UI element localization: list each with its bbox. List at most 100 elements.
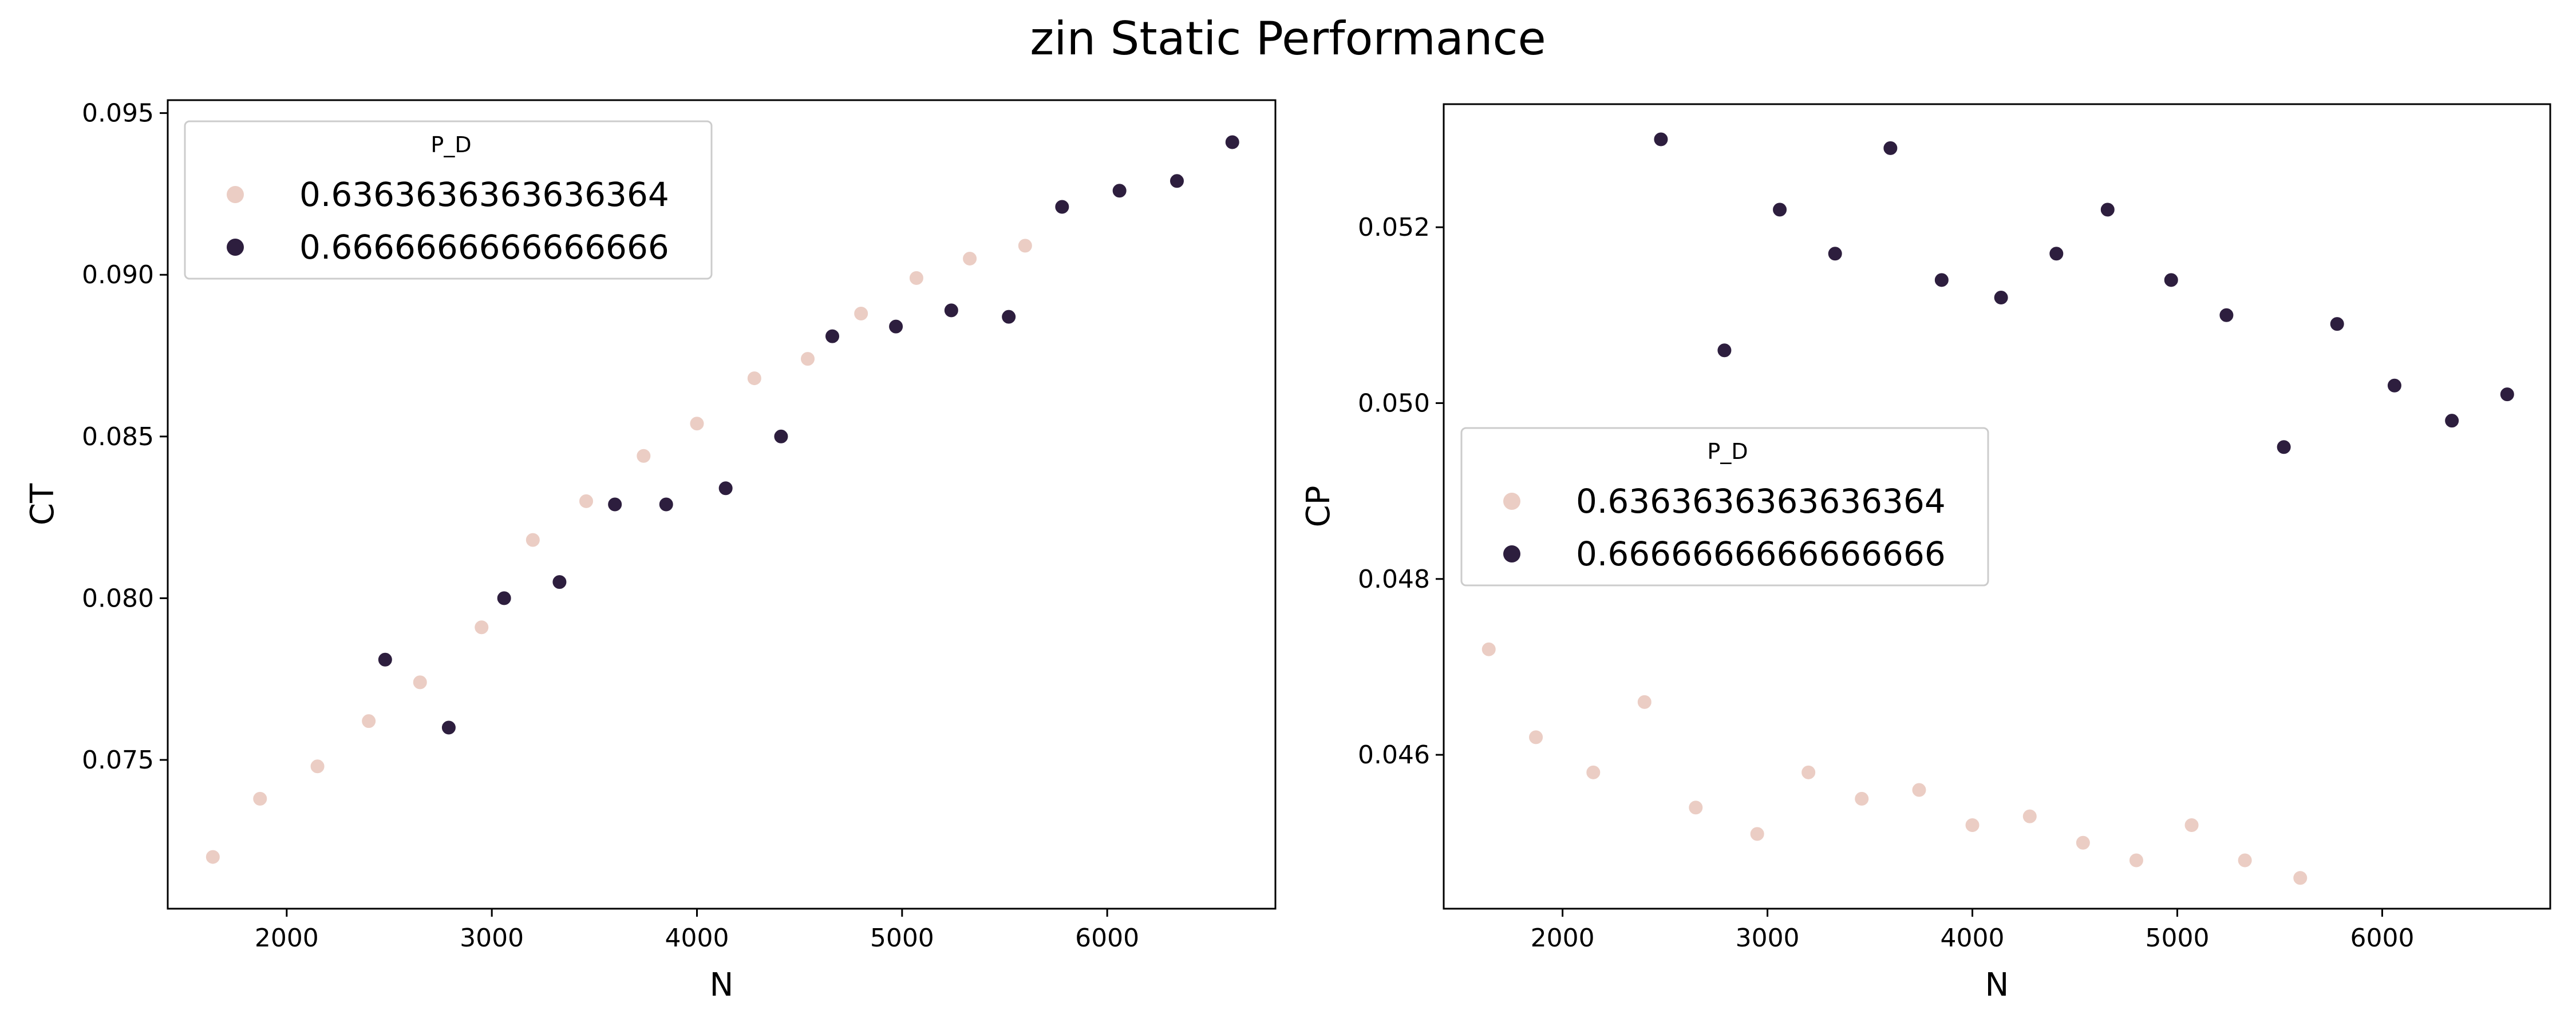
ct-y-axis-label: CT — [24, 483, 61, 525]
cp-y-tick-label: 0.052 — [1358, 213, 1430, 242]
cp-point-series-1 — [2386, 377, 2403, 394]
ct-point-series-1 — [607, 496, 623, 513]
ct-y-tick-label: 0.090 — [82, 260, 154, 290]
ct-point-series-1 — [888, 318, 904, 335]
ct-point-series-0 — [689, 415, 705, 432]
ct-point-series-1 — [658, 496, 674, 513]
figure-title: zin Static Performance — [1030, 12, 1546, 65]
cp-point-series-1 — [1933, 272, 1950, 288]
ct-point-series-1 — [1111, 183, 1128, 199]
ct-point-series-1 — [943, 302, 959, 319]
cp-point-series-1 — [2048, 245, 2065, 262]
ct-legend-label-1: 0.6666666666666666 — [299, 228, 669, 267]
ct-point-series-1 — [717, 480, 734, 497]
cp-point-series-1 — [2218, 307, 2235, 323]
ct-legend-title: P_D — [430, 132, 471, 157]
ct-point-series-0 — [412, 674, 428, 691]
cp-x-tick-label: 6000 — [2350, 924, 2414, 953]
ct-point-series-1 — [1054, 199, 1070, 215]
cp-x-axis-label: N — [1985, 966, 2009, 1004]
cp-legend-label-0: 0.6363636363636364 — [1576, 482, 1946, 521]
cp-point-series-0 — [1688, 799, 1704, 816]
ct-legend: P_D 0.6363636363636364 0.6666666666666666 — [184, 120, 713, 280]
ct-legend-label-0: 0.6363636363636364 — [299, 175, 669, 214]
ct-legend-marker-0 — [227, 186, 244, 203]
cp-point-series-1 — [2275, 439, 2292, 455]
ct-x-tick-label: 6000 — [1075, 924, 1139, 953]
ct-point-series-0 — [252, 790, 268, 807]
ct-x-axis-label: N — [710, 966, 734, 1004]
ct-point-series-1 — [773, 428, 789, 445]
ct-legend-box — [184, 120, 713, 280]
cp-legend-marker-0 — [1503, 493, 1520, 510]
cp-y-axis-label: CP — [1300, 486, 1337, 528]
ct-series-0 — [204, 237, 1033, 865]
cp-point-series-1 — [1827, 245, 1843, 262]
cp-series-0 — [1480, 641, 2309, 886]
cp-point-series-0 — [1911, 782, 1927, 798]
cp-x-tick-label: 2000 — [1531, 924, 1595, 953]
ct-point-series-1 — [377, 651, 393, 668]
ct-point-series-1 — [1224, 134, 1240, 150]
cp-point-series-0 — [2021, 808, 2038, 825]
cp-point-series-1 — [2099, 201, 2116, 218]
cp-axes-frame — [1443, 103, 2551, 910]
cp-point-series-0 — [1800, 764, 1817, 781]
cp-point-series-1 — [1882, 140, 1899, 156]
ct-point-series-0 — [908, 270, 924, 286]
ct-axes-frame — [167, 99, 1277, 910]
cp-point-series-0 — [2183, 817, 2200, 834]
cp-point-series-0 — [1854, 790, 1870, 807]
cp-point-series-1 — [1772, 201, 1788, 218]
cp-y-tick-label: 0.046 — [1358, 740, 1430, 770]
cp-point-series-0 — [2075, 834, 2091, 851]
ct-point-series-1 — [440, 719, 457, 736]
cp-legend: P_D 0.6363636363636364 0.6666666666666666 — [1460, 427, 1989, 587]
cp-point-series-0 — [2128, 852, 2144, 869]
cp-point-series-1 — [2163, 272, 2179, 288]
cp-point-series-1 — [1716, 342, 1733, 359]
ct-panel: 2000 3000 4000 5000 6000 0.075 0.080 0.085 0.090… — [24, 99, 1277, 1004]
ct-legend-marker-1 — [227, 239, 244, 256]
cp-point-series-1 — [1993, 290, 2009, 306]
ct-point-series-0 — [309, 758, 326, 775]
cp-point-series-0 — [1636, 694, 1653, 710]
ct-point-series-1 — [1001, 308, 1017, 325]
cp-point-series-1 — [2329, 316, 2345, 332]
cp-point-series-1 — [1653, 131, 1669, 148]
cp-x-tick-label: 4000 — [1941, 924, 2005, 953]
cp-point-series-0 — [1964, 817, 1981, 834]
ct-point-series-0 — [800, 351, 816, 367]
cp-x-tick-label: 5000 — [2146, 924, 2210, 953]
ct-point-series-1 — [496, 590, 512, 607]
cp-legend-box — [1460, 427, 1989, 587]
cp-legend-label-1: 0.6666666666666666 — [1576, 534, 1946, 573]
cp-point-series-1 — [2444, 413, 2460, 429]
cp-y-tick-label: 0.050 — [1358, 389, 1430, 418]
ct-x-tick-label: 4000 — [665, 924, 729, 953]
ct-point-series-0 — [1017, 237, 1033, 254]
ct-point-series-0 — [578, 493, 594, 509]
cp-point-series-0 — [2292, 870, 2309, 886]
ct-point-series-1 — [824, 328, 840, 344]
ct-point-series-1 — [1169, 173, 1185, 189]
cp-point-series-0 — [1585, 764, 1602, 781]
cp-legend-title: P_D — [1707, 439, 1748, 464]
ct-point-series-0 — [746, 370, 762, 387]
ct-point-series-1 — [551, 574, 568, 591]
ct-point-series-0 — [962, 250, 978, 267]
ct-point-series-0 — [361, 713, 377, 730]
cp-point-series-1 — [2499, 386, 2515, 403]
cp-point-series-0 — [2237, 852, 2253, 869]
ct-y-tick-label: 0.075 — [82, 746, 154, 775]
ct-y-tick-label: 0.080 — [82, 584, 154, 613]
ct-point-series-0 — [853, 306, 870, 322]
cp-point-series-0 — [1749, 826, 1765, 842]
ct-point-series-0 — [473, 619, 490, 636]
ct-y-tick-label: 0.095 — [82, 99, 154, 128]
ct-point-series-0 — [635, 447, 652, 464]
cp-y-tick-label: 0.048 — [1358, 565, 1430, 594]
ct-series-1 — [377, 134, 1240, 736]
ct-point-series-0 — [204, 849, 221, 865]
